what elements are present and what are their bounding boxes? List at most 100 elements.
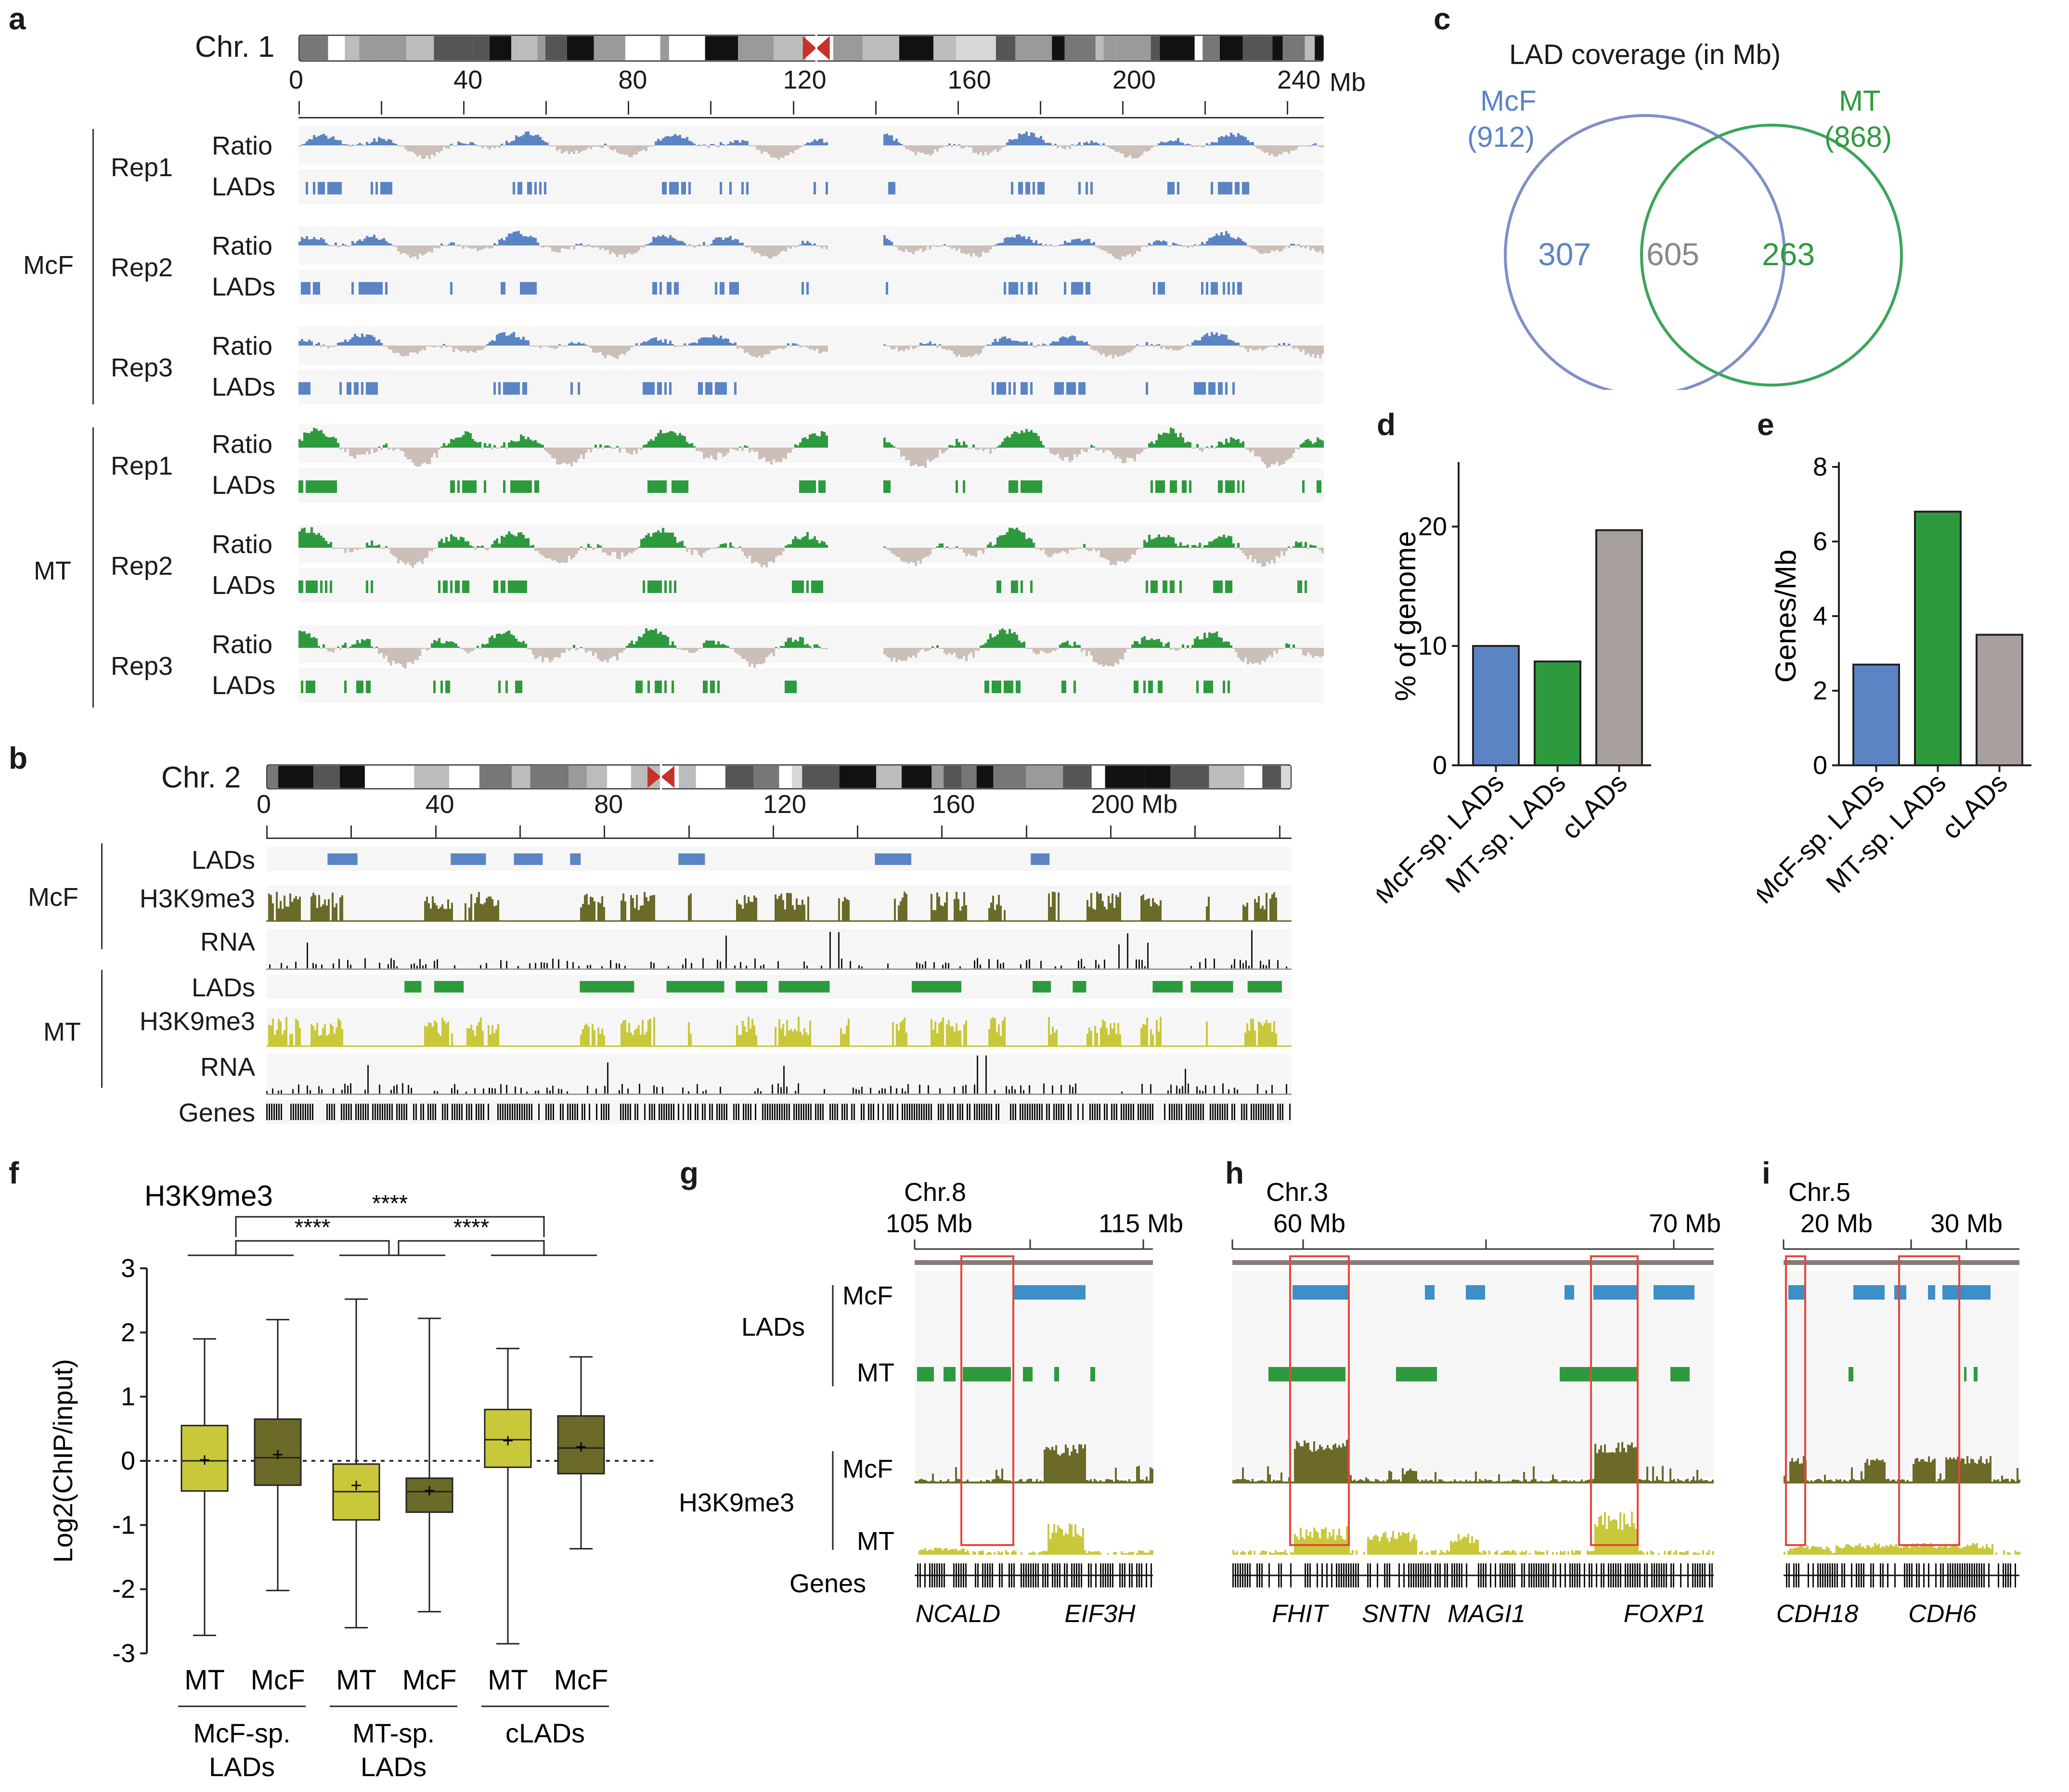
ratio-bar xyxy=(592,648,595,656)
ratio-bar xyxy=(900,648,903,661)
lad-segment xyxy=(883,480,886,493)
ratio-bar xyxy=(643,538,645,548)
ratio-bar xyxy=(1129,346,1131,353)
ratio-bar xyxy=(1305,346,1307,355)
rep-label: Rep2 xyxy=(111,552,173,580)
ratio-bar xyxy=(383,648,385,658)
y-tick-label: 3 xyxy=(121,1254,135,1283)
ratio-bar xyxy=(996,634,999,648)
h3-bar xyxy=(748,1017,750,1045)
rna-bar xyxy=(965,1084,967,1094)
ratio-bar xyxy=(816,644,818,648)
h3-mt-bar xyxy=(1431,1550,1433,1555)
ratio-bar xyxy=(686,548,688,552)
ratio-bar xyxy=(744,648,746,659)
ratio-bar xyxy=(1264,548,1266,567)
ratio-bar xyxy=(431,643,433,648)
ratio-bar xyxy=(501,143,503,145)
h3-bar xyxy=(1264,909,1266,920)
h3-mcf-bar xyxy=(1007,1480,1009,1483)
ratio-bar xyxy=(428,346,431,347)
ratio-bar xyxy=(1321,346,1324,354)
ratio-bar xyxy=(484,346,486,348)
ratio-bar xyxy=(347,648,349,649)
h3-bar xyxy=(289,893,291,920)
h3-mcf-bar xyxy=(1323,1450,1325,1483)
ratio-bar xyxy=(631,448,633,455)
ratio-bar xyxy=(1009,528,1011,548)
ratio-bar xyxy=(1256,548,1259,564)
ratio-bar xyxy=(337,443,339,448)
ratio-bar xyxy=(554,346,556,349)
box xyxy=(181,1425,229,1492)
ratio-bar xyxy=(484,245,486,249)
ratio-bar xyxy=(455,145,457,146)
ratio-bar xyxy=(532,136,534,145)
ratio-bar xyxy=(313,237,315,245)
ratio-bar xyxy=(604,346,607,359)
lad-segment xyxy=(310,681,313,693)
ratio-bar xyxy=(635,245,638,253)
tick-label-right: 115 Mb xyxy=(1099,1209,1183,1238)
ratio-bar xyxy=(310,637,313,648)
h3-mt-bar xyxy=(1304,1539,1306,1555)
ratio-bar xyxy=(1134,548,1136,555)
rna-bar xyxy=(546,1087,548,1094)
ratio-bar xyxy=(320,535,323,548)
ratio-bar xyxy=(1090,548,1093,551)
ratio-bar xyxy=(1093,446,1095,448)
ratio-bar xyxy=(806,644,809,648)
track-svg xyxy=(266,1055,1292,1095)
h3-bar xyxy=(488,1025,490,1045)
gene-mark xyxy=(726,1104,727,1120)
ratio-bar xyxy=(806,438,809,448)
ratio-bar xyxy=(787,245,789,247)
ratio-bar xyxy=(987,639,989,648)
ratio-bar xyxy=(903,448,905,456)
ratio-bar xyxy=(1273,548,1276,564)
h3-bar xyxy=(441,1018,443,1045)
ratio-bar xyxy=(1030,539,1033,548)
h3-bar xyxy=(1117,897,1119,920)
ratio-bar xyxy=(616,346,619,360)
ratio-bar xyxy=(948,143,951,145)
ratio-bar xyxy=(676,135,679,145)
ratio-bar xyxy=(491,145,493,147)
rna-bar xyxy=(777,1083,779,1094)
ratio-bar xyxy=(1293,546,1295,548)
ratio-bar xyxy=(568,343,570,346)
gene-mark xyxy=(1289,1104,1291,1120)
h3-mcf-bar xyxy=(1435,1472,1436,1483)
ratio-bar xyxy=(891,346,893,349)
h3-mt-bar xyxy=(972,1551,974,1555)
lad-segment xyxy=(1201,282,1203,295)
ratio-bar xyxy=(402,448,404,451)
lad-segment xyxy=(1023,480,1025,493)
ratio-bar xyxy=(530,439,532,448)
rna-bar xyxy=(379,1084,380,1094)
h3-mcf-bar xyxy=(1140,1479,1142,1483)
h3-bar xyxy=(1058,892,1060,920)
ratio-bar xyxy=(633,346,635,347)
ratio-bar xyxy=(1213,632,1216,648)
lad-segment xyxy=(1228,282,1230,295)
ratio-bar xyxy=(1114,648,1117,663)
y-tick-label: 1 xyxy=(121,1382,135,1411)
ratio-bar xyxy=(638,546,640,548)
ratio-bar xyxy=(568,245,570,249)
h3-mcf-bar xyxy=(1134,1481,1136,1483)
ratio-bar xyxy=(744,141,746,145)
h3-mt-bar xyxy=(1629,1527,1631,1555)
ratio-bar xyxy=(1280,145,1283,155)
gene-mark xyxy=(1070,1104,1072,1120)
ratio-bar xyxy=(712,144,715,145)
h3-mcf-bar xyxy=(1044,1449,1046,1483)
lad-segment xyxy=(361,681,363,693)
h3-bar xyxy=(1266,1019,1267,1045)
ideogram-band xyxy=(607,766,631,788)
ratio-bar xyxy=(1143,540,1146,548)
lad-segment xyxy=(306,681,308,693)
h3-bar xyxy=(938,1023,940,1045)
h3-bar xyxy=(582,1029,584,1045)
ratio-bar xyxy=(402,245,404,253)
